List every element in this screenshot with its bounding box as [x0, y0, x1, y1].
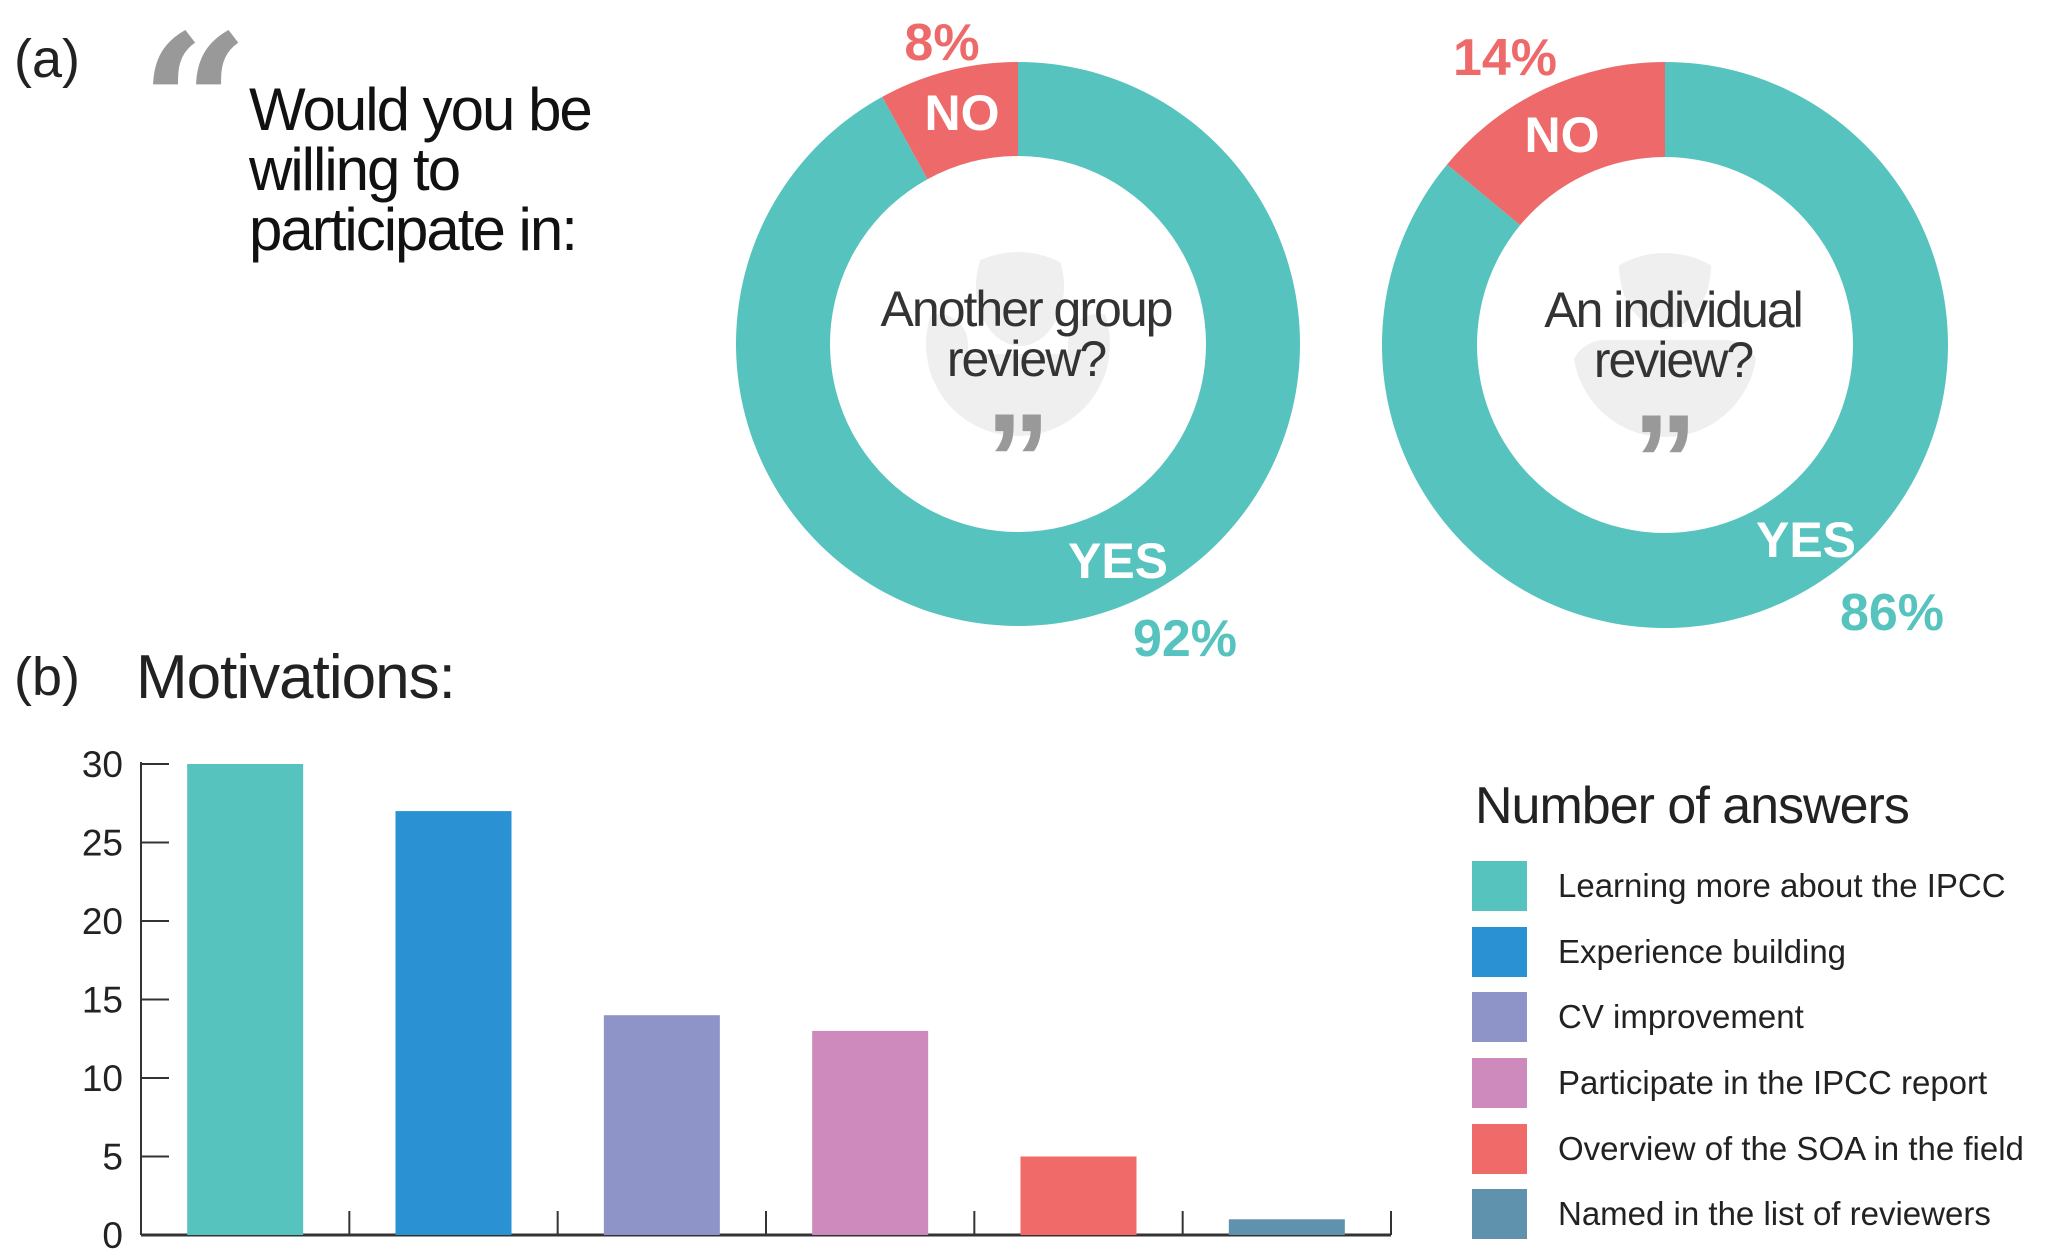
legend-swatch	[1472, 992, 1527, 1042]
bar	[1228, 1219, 1345, 1235]
y-tick-label: 25	[82, 823, 123, 864]
y-tick-label: 30	[82, 744, 123, 785]
legend-item: CV improvement	[1472, 992, 1804, 1042]
legend-label: Overview of the SOA in the field	[1558, 1130, 2024, 1167]
y-tick-label: 0	[102, 1215, 123, 1256]
close-quote-icon: ”	[1633, 387, 1698, 533]
y-tick-label: 10	[82, 1058, 123, 1099]
y-tick-label: 15	[82, 980, 123, 1021]
close-quote-icon: ”	[986, 386, 1051, 532]
donut-center-text: review?	[1594, 332, 1752, 388]
donut-center-text: Another group	[881, 281, 1172, 337]
bar-chart: 0 5 10 15 20 25 30	[82, 744, 1392, 1256]
yes-label: YES	[1068, 533, 1168, 589]
legend-item: Learning more about the IPCC	[1472, 861, 2006, 911]
legend-label: CV improvement	[1558, 998, 1804, 1035]
bar	[1020, 1156, 1137, 1235]
no-label: NO	[1525, 107, 1600, 163]
open-quote-icon: “	[140, 0, 250, 216]
legend-label: Participate in the IPCC report	[1558, 1064, 1988, 1101]
legend-title: Number of answers	[1475, 777, 1910, 835]
bar	[187, 764, 304, 1235]
donut-slice-no	[1446, 62, 1665, 226]
legend-item: Named in the list of reviewers	[1472, 1189, 1991, 1239]
donut-center-text: review?	[947, 331, 1105, 387]
yes-label: YES	[1756, 512, 1856, 568]
yes-percent-label: 92%	[1133, 610, 1237, 668]
legend-swatch	[1472, 861, 1527, 911]
bar	[603, 1015, 720, 1235]
no-percent-label: 14%	[1453, 29, 1557, 87]
legend-swatch	[1472, 927, 1527, 977]
question-line: participate in:	[249, 196, 578, 263]
legend-swatch	[1472, 1124, 1527, 1174]
legend-label: Named in the list of reviewers	[1558, 1195, 1991, 1232]
y-tick-label: 5	[102, 1137, 123, 1178]
legend-swatch	[1472, 1189, 1527, 1239]
question-line: Would you be	[249, 76, 593, 143]
no-percent-label: 8%	[904, 14, 979, 72]
donut-slice-no	[882, 62, 1018, 180]
legend-item: Participate in the IPCC report	[1472, 1058, 1987, 1108]
bar	[812, 1030, 929, 1235]
panel-a-label: (a)	[14, 29, 80, 89]
question-line: willing to	[249, 136, 461, 203]
bar	[395, 811, 512, 1235]
donut-center-text: An individual	[1544, 282, 1802, 338]
legend-item: Experience building	[1472, 927, 1846, 977]
legend-swatch	[1472, 1058, 1527, 1108]
legend-label: Experience building	[1558, 933, 1847, 970]
motivations-title: Motivations:	[136, 643, 456, 712]
no-label: NO	[925, 85, 1000, 141]
yes-percent-label: 86%	[1840, 584, 1944, 642]
panel-b-label: (b)	[14, 647, 80, 707]
question-text: Would you be willing to participate in:	[249, 76, 593, 263]
single-person-icon	[1573, 253, 1757, 437]
legend-label: Learning more about the IPCC	[1558, 867, 2006, 904]
y-tick-label: 20	[82, 901, 123, 942]
donut-slice-yes	[736, 62, 1300, 626]
legend-item: Overview of the SOA in the field	[1472, 1124, 2024, 1174]
donut-slice-yes	[1381, 62, 1948, 628]
